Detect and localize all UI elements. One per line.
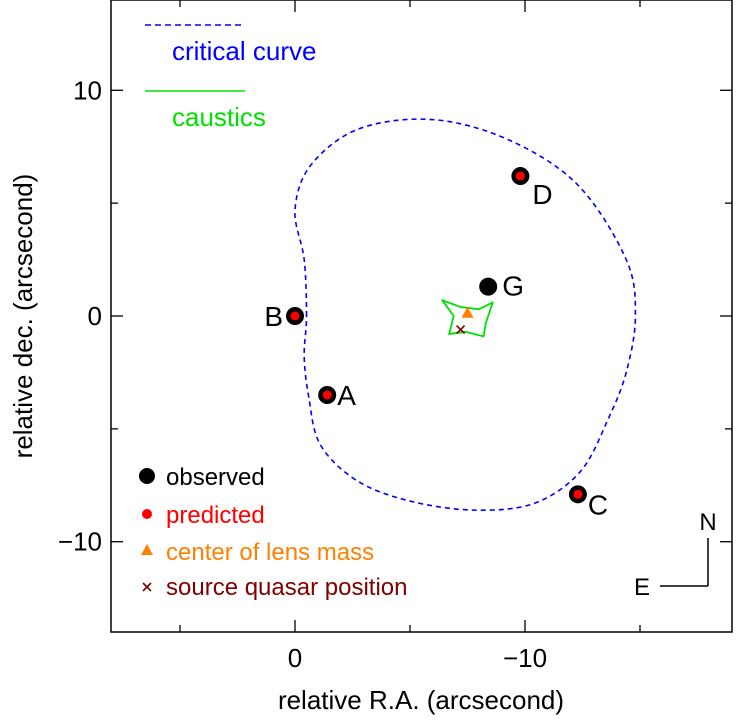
x-axis-label: relative R.A. (arcsecond) <box>278 685 564 715</box>
image-a-label: A <box>337 380 356 411</box>
legend-observed-label: observed <box>166 464 265 491</box>
legend-caustics-label: caustics <box>172 102 266 132</box>
image-b-predicted <box>290 311 300 321</box>
image-c-label: C <box>588 489 608 520</box>
image-a-predicted <box>322 390 332 400</box>
curves-layer <box>294 118 637 511</box>
image-b-label: B <box>264 301 283 332</box>
caustics-curve <box>441 299 494 338</box>
legend-critical-curve-label: critical curve <box>172 36 316 66</box>
critical-curve <box>294 118 637 511</box>
legend-source-marker <box>142 582 152 592</box>
x-tick-label: 0 <box>288 643 302 673</box>
lens-center-marker <box>461 306 474 318</box>
legend-lens-center-marker <box>141 544 153 555</box>
compass-east-label: E <box>634 574 650 601</box>
x-tick-label: −10 <box>503 643 547 673</box>
y-axis-label: relative dec. (arcsecond) <box>8 174 38 459</box>
y-tick-label: 10 <box>73 75 102 105</box>
image-c-predicted <box>573 489 583 499</box>
points-layer <box>286 167 587 504</box>
legend-lens-center-label: center of lens mass <box>166 539 374 566</box>
image-d-label: D <box>532 179 552 210</box>
legend-predicted-label: predicted <box>166 502 265 529</box>
legend-predicted-marker <box>142 509 152 519</box>
axis-ticks: 0 −10 10 0 −10 <box>58 0 732 673</box>
galaxy-marker <box>479 277 498 296</box>
image-d-predicted <box>515 171 525 181</box>
compass-north-label: N <box>699 509 716 536</box>
labels-layer: G A B C D <box>264 179 608 520</box>
y-tick-label: −10 <box>58 527 102 557</box>
source-marker-b <box>456 324 466 335</box>
galaxy-label: G <box>502 271 524 302</box>
plot-frame <box>110 0 733 633</box>
y-tick-label: 0 <box>88 301 102 331</box>
legend-observed-marker <box>139 468 155 484</box>
legend-source-label: source quasar position <box>166 574 407 601</box>
